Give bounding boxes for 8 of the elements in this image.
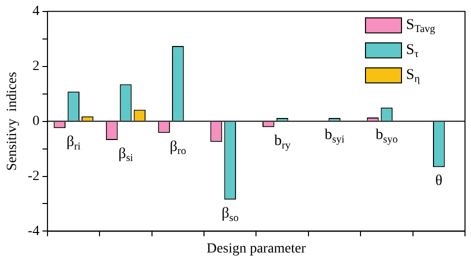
y-tick-label: 4 [32, 4, 40, 20]
y-tick-label: 0 [32, 114, 40, 129]
y-axis-title: Sensitivy indices [5, 72, 20, 171]
y-tick-label: 2 [32, 59, 40, 74]
y-tick-label: -4 [28, 224, 40, 239]
x-tick-label: θ [435, 173, 442, 190]
x-axis-title: Design parameter [206, 241, 306, 256]
y-tick-label: -2 [28, 168, 40, 184]
